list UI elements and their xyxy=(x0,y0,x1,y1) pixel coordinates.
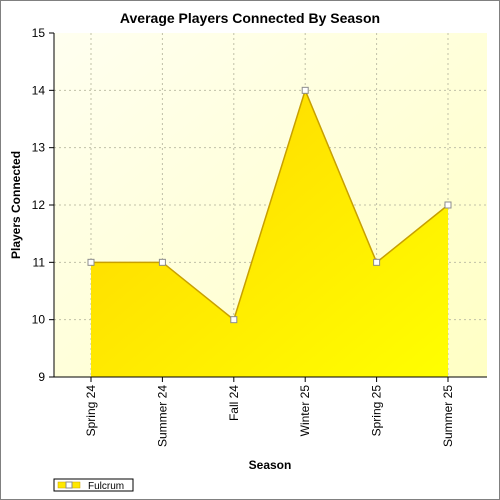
y-tick-label: 10 xyxy=(32,313,46,327)
x-axis-title: Season xyxy=(249,458,292,472)
legend-swatch-icon xyxy=(57,481,81,489)
x-axis: Spring 24 Summer 24 Fall 24 Winter 25 Spring… xyxy=(84,377,455,447)
data-point-marker xyxy=(373,258,381,266)
series-line xyxy=(91,88,449,321)
area-fill xyxy=(91,90,448,377)
y-axis-title: Players Connected xyxy=(9,151,23,259)
y-tick-label: 9 xyxy=(38,370,45,384)
data-point-marker xyxy=(301,86,309,94)
legend: Fulcrum xyxy=(53,478,134,492)
data-point-marker xyxy=(158,258,166,266)
y-axis: 9 10 11 12 13 14 15 xyxy=(32,26,54,384)
x-tick-label: Winter 25 xyxy=(298,385,312,437)
x-tick-label: Summer 24 xyxy=(155,385,169,447)
legend-label: Fulcrum xyxy=(88,481,124,492)
x-tick-label: Spring 24 xyxy=(84,385,98,437)
y-tick-label: 12 xyxy=(32,198,46,212)
chart-title: Average Players Connected By Season xyxy=(120,10,380,26)
y-tick-label: 15 xyxy=(32,26,46,40)
data-point-marker xyxy=(87,258,95,266)
x-tick-label: Summer 25 xyxy=(441,385,455,447)
data-point-marker xyxy=(444,201,452,209)
legend-swatch-marker xyxy=(65,481,73,489)
x-tick-label: Spring 25 xyxy=(370,385,384,437)
y-tick-label: 13 xyxy=(32,141,46,155)
y-tick-label: 14 xyxy=(32,83,46,97)
data-point-marker xyxy=(230,316,238,324)
x-tick-label: Fall 24 xyxy=(227,385,241,421)
series-area xyxy=(87,86,452,377)
y-tick-label: 11 xyxy=(33,255,46,269)
